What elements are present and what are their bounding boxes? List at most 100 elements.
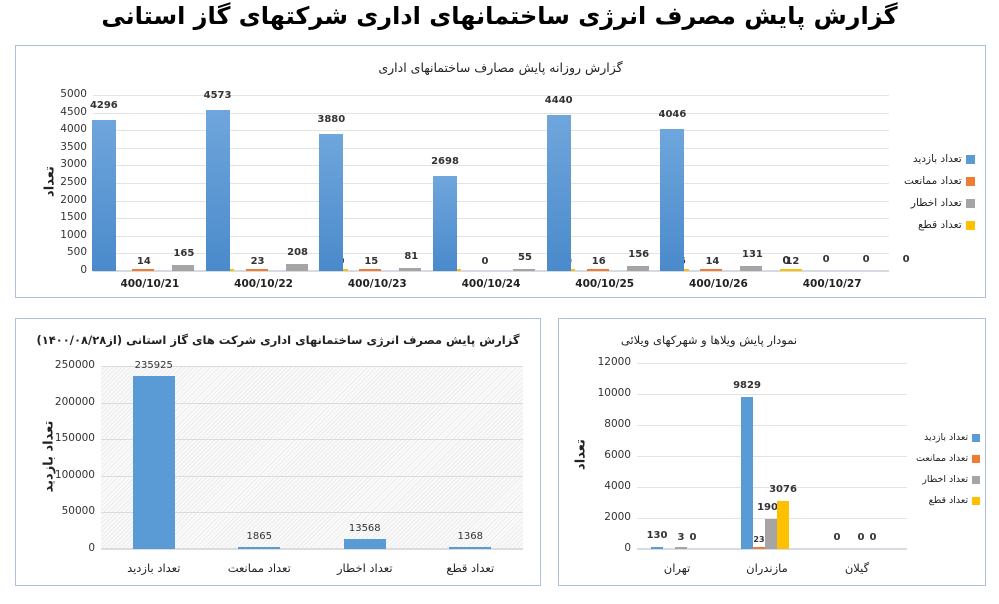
daily-legend: تعداد بازدید تعداد ممانعت تعداد اخطار تعداد… bbox=[904, 148, 975, 236]
gridline bbox=[101, 366, 523, 367]
legend-swatch bbox=[965, 220, 975, 230]
value-label: 0 bbox=[869, 532, 877, 543]
bar-prevent bbox=[131, 269, 154, 271]
bar-cut bbox=[780, 269, 803, 271]
bar-warning bbox=[626, 265, 649, 271]
villas-plot-area: 0 2000 4000 6000 8000 10000 12000 130 3 0 تهران 982… bbox=[598, 356, 907, 575]
gridline bbox=[637, 363, 907, 364]
daily-plot-area: 0 500 1000 1500 2000 2500 3000 3500 4000 4500 5000… bbox=[60, 88, 909, 290]
gridline bbox=[101, 512, 523, 514]
y-tick-label: 2500 bbox=[60, 176, 87, 188]
value-label: 0 bbox=[833, 532, 841, 543]
x-tick-label: 400/10/26 bbox=[689, 278, 748, 290]
bar-warning bbox=[675, 547, 687, 549]
page-title: گزارش پایش مصرف انرژی ساختمانهای اداری ش… bbox=[101, 2, 898, 30]
gridline bbox=[101, 402, 523, 404]
gridline bbox=[93, 95, 889, 96]
x-axis-line bbox=[637, 548, 907, 550]
x-tick-label: 400/10/27 bbox=[802, 278, 862, 290]
value-label: 0 bbox=[822, 254, 830, 265]
villas-chart-title: نمودار پایش ویلاها و شهرکهای ویلائی bbox=[620, 333, 798, 347]
value-label: 130 bbox=[646, 529, 668, 541]
gridline bbox=[101, 439, 523, 441]
gridline bbox=[637, 518, 907, 519]
value-label: 14 bbox=[705, 256, 720, 267]
legend-item-cut: تعداد قطع bbox=[916, 490, 981, 511]
x-tick-label: تهران bbox=[663, 561, 691, 575]
y-tick-label: 200000 bbox=[54, 395, 95, 408]
villas-chart-panel: نمودار پایش ویلاها و شهرکهای ویلائی تعدا… bbox=[558, 318, 986, 586]
value-label: 4296 bbox=[89, 99, 118, 111]
y-tick-label: 4000 bbox=[60, 123, 87, 136]
value-label: 165 bbox=[173, 248, 195, 260]
value-label: 2698 bbox=[431, 156, 459, 168]
gridline bbox=[93, 253, 889, 255]
cumulative-plot-area: 0 50000 100000 150000 200000 250000 235925 تعدا… bbox=[55, 359, 523, 575]
value-label: 1368 bbox=[457, 531, 483, 542]
y-tick-label: 4500 bbox=[60, 105, 87, 118]
gridline bbox=[93, 112, 889, 114]
legend-label: تعداد قطع bbox=[917, 219, 962, 231]
bar-warning bbox=[765, 519, 777, 549]
value-label: 4440 bbox=[544, 94, 573, 106]
y-tick-label: 2000 bbox=[60, 193, 87, 206]
legend-label: تعداد اخطار bbox=[910, 197, 962, 209]
y-tick-label: 2000 bbox=[604, 511, 631, 523]
legend-swatch bbox=[972, 454, 981, 463]
bar-warning bbox=[513, 269, 535, 271]
villas-legend: تعداد بازدید تعداد ممانعت تعداد اخطار تعداد… bbox=[916, 427, 981, 511]
value-label: 9829 bbox=[733, 379, 761, 391]
y-tick-label: 8000 bbox=[604, 418, 631, 430]
legend-swatch bbox=[972, 433, 981, 442]
value-label: 0 bbox=[481, 256, 489, 267]
gridline bbox=[93, 235, 889, 237]
y-tick-label: 0 bbox=[80, 264, 87, 276]
bar-prevent bbox=[245, 269, 268, 271]
bar-prevent bbox=[359, 269, 382, 271]
bar-prevent bbox=[586, 269, 609, 271]
value-label: 3076 bbox=[769, 484, 797, 496]
x-tick-label: 400/10/23 bbox=[347, 278, 407, 290]
legend-item-prevent: تعداد ممانعت bbox=[916, 448, 981, 469]
bar-cut bbox=[449, 547, 492, 549]
bar-visit bbox=[433, 176, 457, 271]
gridline bbox=[93, 183, 889, 184]
legend-swatch bbox=[972, 475, 981, 484]
value-label: 16 bbox=[591, 256, 606, 267]
x-tick-label: 400/10/22 bbox=[234, 278, 293, 290]
legend-item-prevent: تعداد ممانعت bbox=[904, 170, 975, 192]
value-label: 81 bbox=[404, 251, 419, 263]
value-label: 0 bbox=[902, 254, 910, 265]
gridline bbox=[637, 456, 907, 457]
value-label: 0 bbox=[782, 254, 790, 267]
value-label: 3880 bbox=[317, 114, 346, 126]
value-label: 4573 bbox=[203, 90, 232, 102]
value-label: 15 bbox=[364, 256, 379, 267]
bar-visit bbox=[741, 396, 753, 549]
value-label: 14 bbox=[136, 256, 151, 267]
x-axis-line bbox=[93, 270, 889, 272]
bar-prevent bbox=[700, 269, 723, 271]
x-tick-label: 400/10/24 bbox=[461, 278, 521, 290]
cumulative-y-axis-label: تعداد بازدید bbox=[41, 420, 57, 493]
cumulative-chart-title: گزارش پایش مصرف انرژی ساختمانهای اداری ش… bbox=[36, 333, 520, 347]
y-tick-label: 100000 bbox=[54, 468, 95, 481]
gridline bbox=[93, 130, 889, 132]
x-tick-label: 400/10/25 bbox=[575, 278, 635, 290]
y-tick-label: 1500 bbox=[60, 211, 87, 224]
value-label: 131 bbox=[741, 249, 763, 261]
bar-prevent bbox=[238, 547, 281, 549]
value-label: 156 bbox=[628, 248, 650, 260]
value-label: 0 bbox=[857, 532, 865, 543]
value-label: 12 bbox=[785, 256, 800, 267]
legend-label: تعداد بازدید bbox=[924, 432, 969, 443]
value-label: 0 bbox=[689, 532, 697, 543]
value-label: 23 bbox=[753, 535, 765, 544]
value-label: 55 bbox=[518, 252, 532, 263]
bar-visit bbox=[205, 110, 230, 271]
y-tick-label: 5000 bbox=[60, 88, 87, 100]
bar-visit bbox=[132, 376, 175, 549]
legend-swatch bbox=[965, 154, 975, 164]
legend-swatch bbox=[972, 496, 981, 505]
bar-warning bbox=[171, 265, 194, 271]
